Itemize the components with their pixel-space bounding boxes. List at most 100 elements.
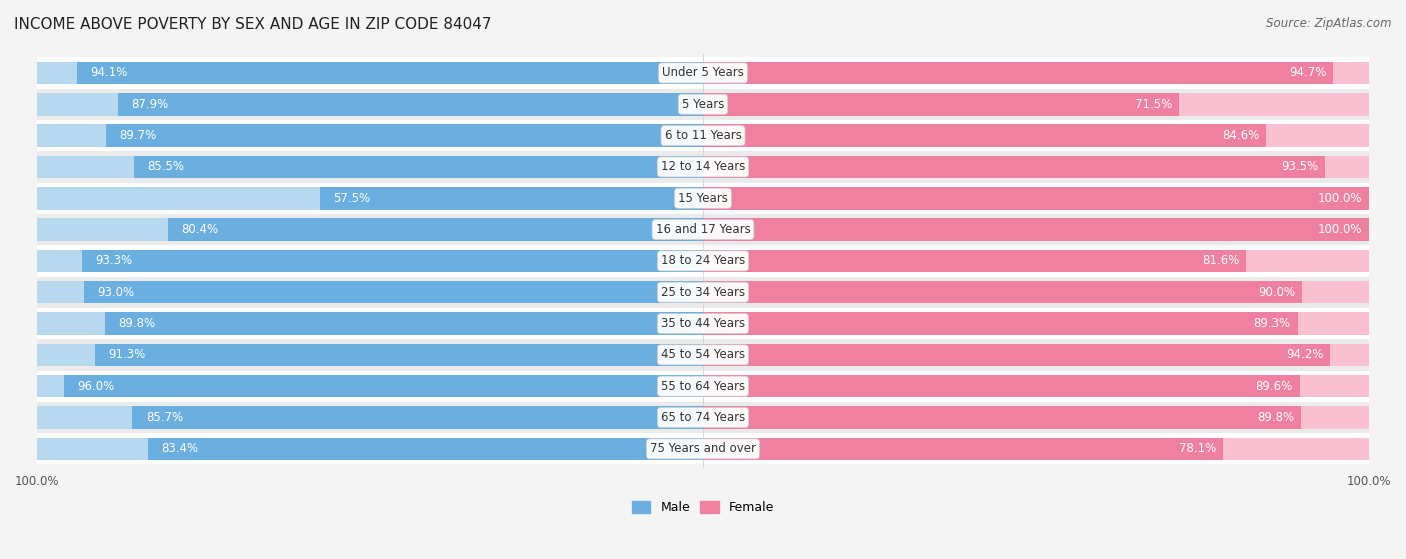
- Text: 89.8%: 89.8%: [1257, 411, 1294, 424]
- Text: 71.5%: 71.5%: [1135, 98, 1173, 111]
- Text: 96.0%: 96.0%: [77, 380, 114, 392]
- Text: 6 to 11 Years: 6 to 11 Years: [665, 129, 741, 142]
- Bar: [37, 151, 1369, 183]
- Text: 25 to 34 Years: 25 to 34 Years: [661, 286, 745, 299]
- Text: 18 to 24 Years: 18 to 24 Years: [661, 254, 745, 267]
- Bar: [703, 61, 1333, 84]
- Text: 90.0%: 90.0%: [1258, 286, 1295, 299]
- Bar: [37, 308, 1369, 339]
- Bar: [703, 438, 1223, 460]
- Bar: [37, 277, 1369, 308]
- Bar: [703, 93, 1369, 116]
- Bar: [703, 124, 1267, 147]
- Bar: [37, 57, 1369, 88]
- Bar: [105, 124, 703, 147]
- Bar: [703, 375, 1299, 397]
- Bar: [96, 344, 703, 366]
- Bar: [37, 245, 1369, 277]
- Bar: [37, 93, 703, 116]
- Text: 100.0%: 100.0%: [1317, 223, 1362, 236]
- Bar: [703, 218, 1369, 241]
- Bar: [37, 281, 703, 304]
- Bar: [37, 61, 703, 84]
- Bar: [703, 438, 1369, 460]
- Bar: [37, 155, 703, 178]
- Bar: [703, 155, 1369, 178]
- Bar: [76, 61, 703, 84]
- Bar: [703, 344, 1330, 366]
- Bar: [37, 402, 1369, 433]
- Text: 57.5%: 57.5%: [333, 192, 371, 205]
- Bar: [37, 218, 703, 241]
- Bar: [37, 339, 1369, 371]
- Bar: [703, 155, 1326, 178]
- Text: 89.7%: 89.7%: [120, 129, 156, 142]
- Text: 75 Years and over: 75 Years and over: [650, 442, 756, 456]
- Text: 45 to 54 Years: 45 to 54 Years: [661, 348, 745, 361]
- Text: 35 to 44 Years: 35 to 44 Years: [661, 317, 745, 330]
- Bar: [703, 93, 1180, 116]
- Text: 78.1%: 78.1%: [1180, 442, 1216, 456]
- Bar: [37, 344, 703, 366]
- Bar: [84, 281, 703, 304]
- Text: 89.3%: 89.3%: [1254, 317, 1291, 330]
- Bar: [703, 218, 1369, 241]
- Text: 85.7%: 85.7%: [146, 411, 183, 424]
- Text: 100.0%: 100.0%: [1317, 192, 1362, 205]
- Bar: [703, 187, 1369, 210]
- Bar: [703, 250, 1369, 272]
- Bar: [703, 406, 1301, 429]
- Bar: [703, 375, 1369, 397]
- Text: 83.4%: 83.4%: [162, 442, 198, 456]
- Bar: [37, 433, 1369, 465]
- Bar: [37, 187, 703, 210]
- Bar: [132, 406, 703, 429]
- Text: 87.9%: 87.9%: [131, 98, 169, 111]
- Bar: [63, 375, 703, 397]
- Bar: [37, 438, 703, 460]
- Text: 81.6%: 81.6%: [1202, 254, 1240, 267]
- Bar: [37, 120, 1369, 151]
- Bar: [82, 250, 703, 272]
- Bar: [37, 214, 1369, 245]
- Text: 16 and 17 Years: 16 and 17 Years: [655, 223, 751, 236]
- Bar: [105, 312, 703, 335]
- Bar: [37, 406, 703, 429]
- Text: Under 5 Years: Under 5 Years: [662, 67, 744, 79]
- Bar: [37, 183, 1369, 214]
- Bar: [703, 281, 1302, 304]
- Text: 94.2%: 94.2%: [1286, 348, 1323, 361]
- Bar: [703, 344, 1369, 366]
- Bar: [703, 281, 1369, 304]
- Bar: [37, 88, 1369, 120]
- Text: 84.6%: 84.6%: [1222, 129, 1260, 142]
- Bar: [37, 375, 703, 397]
- Bar: [703, 250, 1246, 272]
- Text: 5 Years: 5 Years: [682, 98, 724, 111]
- Bar: [703, 406, 1369, 429]
- Bar: [37, 371, 1369, 402]
- Text: 12 to 14 Years: 12 to 14 Years: [661, 160, 745, 173]
- Text: INCOME ABOVE POVERTY BY SEX AND AGE IN ZIP CODE 84047: INCOME ABOVE POVERTY BY SEX AND AGE IN Z…: [14, 17, 492, 32]
- Text: 93.3%: 93.3%: [96, 254, 132, 267]
- Text: 55 to 64 Years: 55 to 64 Years: [661, 380, 745, 392]
- Bar: [703, 61, 1369, 84]
- Bar: [703, 187, 1369, 210]
- Text: 65 to 74 Years: 65 to 74 Years: [661, 411, 745, 424]
- Text: 85.5%: 85.5%: [148, 160, 184, 173]
- Text: 93.0%: 93.0%: [97, 286, 135, 299]
- Text: 94.7%: 94.7%: [1289, 67, 1327, 79]
- Bar: [321, 187, 703, 210]
- Bar: [148, 438, 703, 460]
- Text: 15 Years: 15 Years: [678, 192, 728, 205]
- Text: 94.1%: 94.1%: [90, 67, 127, 79]
- Bar: [118, 93, 703, 116]
- Bar: [703, 312, 1298, 335]
- Bar: [703, 312, 1369, 335]
- Text: Source: ZipAtlas.com: Source: ZipAtlas.com: [1267, 17, 1392, 30]
- Bar: [37, 312, 703, 335]
- Bar: [37, 250, 703, 272]
- Bar: [703, 124, 1369, 147]
- Text: 89.8%: 89.8%: [118, 317, 156, 330]
- Bar: [134, 155, 703, 178]
